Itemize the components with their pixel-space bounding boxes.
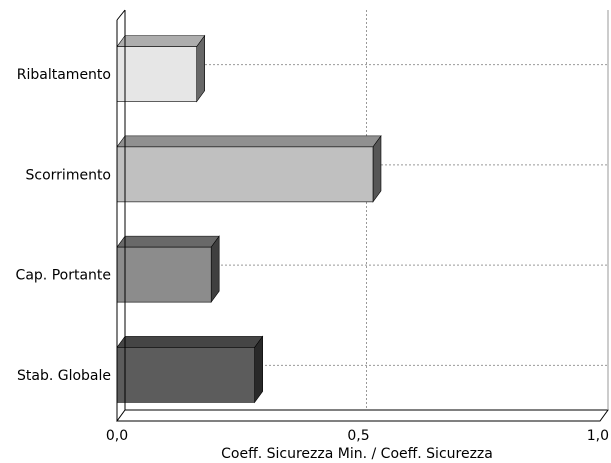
category-label: Stab. Globale <box>17 368 111 384</box>
category-label: Cap. Portante <box>16 268 111 284</box>
bar-top-face <box>116 35 206 47</box>
y-axis-depth-line <box>116 9 126 21</box>
bar-top-face <box>116 135 382 148</box>
bar-side-face <box>372 134 382 203</box>
bar-top-face <box>116 336 264 348</box>
category-label: Ribaltamento <box>17 67 111 83</box>
floor-plane <box>116 409 609 422</box>
bar-side-face <box>210 235 220 304</box>
axes <box>116 9 609 421</box>
bar-front-face <box>116 246 212 303</box>
bar <box>116 134 382 203</box>
bar-side-face <box>196 34 205 103</box>
tick-labels: 0,0 0,5 1,0 <box>106 428 609 444</box>
bar-side-face <box>254 335 263 404</box>
category-labels: Ribaltamento Scorrimento Cap. Portante Stab… <box>16 67 111 384</box>
category-label: Scorrimento <box>26 167 111 183</box>
x-axis-title: Coeff. Sicurezza Min. / Coeff. Sicurezza <box>221 446 493 462</box>
bar-top-face <box>116 235 220 248</box>
bar-front-face <box>116 146 374 203</box>
bar <box>116 335 264 404</box>
x-tick-label: 1,0 <box>587 428 609 444</box>
x-tick-label: 0,0 <box>106 428 128 444</box>
bar-front-face <box>116 347 255 403</box>
bar <box>116 34 206 103</box>
bar <box>116 235 220 304</box>
bar-front-face <box>116 46 197 102</box>
bars <box>116 34 382 404</box>
chart-floor <box>116 409 609 422</box>
x-tick-label: 0,5 <box>347 428 369 444</box>
